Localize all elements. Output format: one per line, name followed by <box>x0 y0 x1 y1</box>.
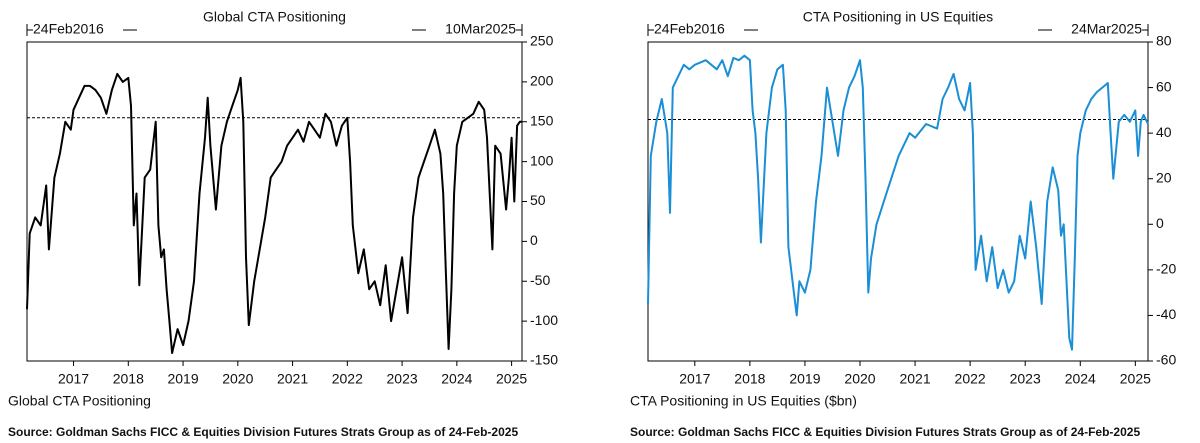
end-label: 10Mar2025 <box>445 21 516 37</box>
y-tick-label: 250 <box>530 33 554 49</box>
y-tick-label: -20 <box>1156 261 1176 277</box>
y-tick-label: 50 <box>530 192 546 208</box>
y-tick-label: 200 <box>530 73 554 89</box>
y-tick-label: 0 <box>1156 215 1164 231</box>
end-label: 24Mar2025 <box>1071 21 1142 37</box>
x-tick-label: 2018 <box>734 371 765 387</box>
y-tick-label: 20 <box>1156 169 1172 185</box>
x-tick-label: 2023 <box>387 371 418 387</box>
x-tick-label: 2020 <box>844 371 875 387</box>
y-tick-label: -40 <box>1156 306 1176 322</box>
legend-label: Global CTA Positioning <box>8 393 151 409</box>
legend-label: CTA Positioning in US Equities ($bn) <box>630 393 857 409</box>
source-note: Source: Goldman Sachs FICC & Equities Di… <box>8 425 518 439</box>
y-tick-label: -150 <box>530 352 558 368</box>
x-tick-label: 2025 <box>496 371 527 387</box>
start-label: 24Feb2016 <box>654 21 725 37</box>
y-tick-label: 100 <box>530 152 554 168</box>
x-tick-label: 2024 <box>1065 371 1096 387</box>
x-tick-label: 2023 <box>1010 371 1041 387</box>
plot-frame <box>647 41 1149 362</box>
chart-title: Global CTA Positioning <box>203 9 346 25</box>
x-tick-label: 2024 <box>441 371 472 387</box>
y-tick-label: -100 <box>530 312 558 328</box>
x-tick-label: 2019 <box>167 371 198 387</box>
y-tick-label: 150 <box>530 112 554 128</box>
x-tick-label: 2022 <box>332 371 363 387</box>
series-line <box>26 72 522 354</box>
x-tick-label: 2017 <box>58 371 89 387</box>
y-tick-label: 60 <box>1156 78 1172 94</box>
x-tick-label: 2022 <box>955 371 986 387</box>
x-tick-label: 2021 <box>899 371 930 387</box>
x-tick-label: 2017 <box>679 371 710 387</box>
x-tick-label: 2020 <box>222 371 253 387</box>
x-tick-label: 2021 <box>277 371 308 387</box>
source-note: Source: Goldman Sachs FICC & Equities Di… <box>630 425 1140 439</box>
y-tick-label: -60 <box>1156 352 1176 368</box>
y-tick-label: 80 <box>1156 33 1172 49</box>
x-tick-label: 2018 <box>113 371 144 387</box>
x-tick-label: 2025 <box>1120 371 1151 387</box>
y-tick-label: -50 <box>530 272 550 288</box>
x-tick-label: 2019 <box>789 371 820 387</box>
series-line <box>647 54 1149 351</box>
y-tick-label: 40 <box>1156 124 1172 140</box>
y-tick-label: 0 <box>530 232 538 248</box>
chart-title: CTA Positioning in US Equities <box>803 9 993 25</box>
start-label: 24Feb2016 <box>33 21 104 37</box>
